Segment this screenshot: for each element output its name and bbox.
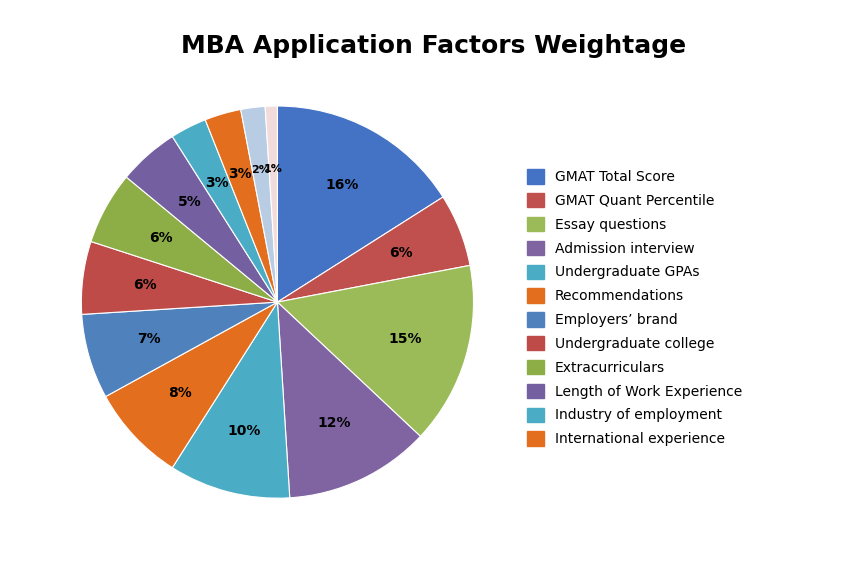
- Wedge shape: [265, 106, 277, 302]
- Text: 1%: 1%: [264, 164, 283, 174]
- Text: 8%: 8%: [168, 386, 192, 400]
- Text: MBA Application Factors Weightage: MBA Application Factors Weightage: [181, 34, 686, 58]
- Wedge shape: [277, 197, 470, 302]
- Text: 6%: 6%: [149, 231, 173, 245]
- Text: 16%: 16%: [325, 178, 358, 192]
- Wedge shape: [173, 302, 290, 498]
- Text: 10%: 10%: [228, 424, 261, 438]
- Wedge shape: [277, 106, 443, 302]
- Wedge shape: [173, 120, 277, 302]
- Wedge shape: [241, 107, 277, 302]
- Text: 15%: 15%: [388, 332, 422, 347]
- Text: 3%: 3%: [205, 176, 229, 190]
- Wedge shape: [127, 137, 277, 302]
- Text: 12%: 12%: [317, 416, 351, 430]
- Wedge shape: [81, 302, 277, 397]
- Text: 2%: 2%: [251, 165, 271, 175]
- Wedge shape: [91, 177, 277, 302]
- Wedge shape: [277, 266, 473, 436]
- Wedge shape: [277, 302, 420, 498]
- Legend: GMAT Total Score, GMAT Quant Percentile, Essay questions, Admission interview, U: GMAT Total Score, GMAT Quant Percentile,…: [527, 169, 742, 446]
- Text: 6%: 6%: [389, 246, 414, 260]
- Wedge shape: [81, 242, 277, 315]
- Text: 6%: 6%: [134, 278, 157, 292]
- Text: 3%: 3%: [228, 167, 252, 181]
- Text: 7%: 7%: [138, 332, 161, 347]
- Wedge shape: [106, 302, 277, 467]
- Text: 5%: 5%: [178, 195, 201, 209]
- Wedge shape: [205, 109, 277, 302]
